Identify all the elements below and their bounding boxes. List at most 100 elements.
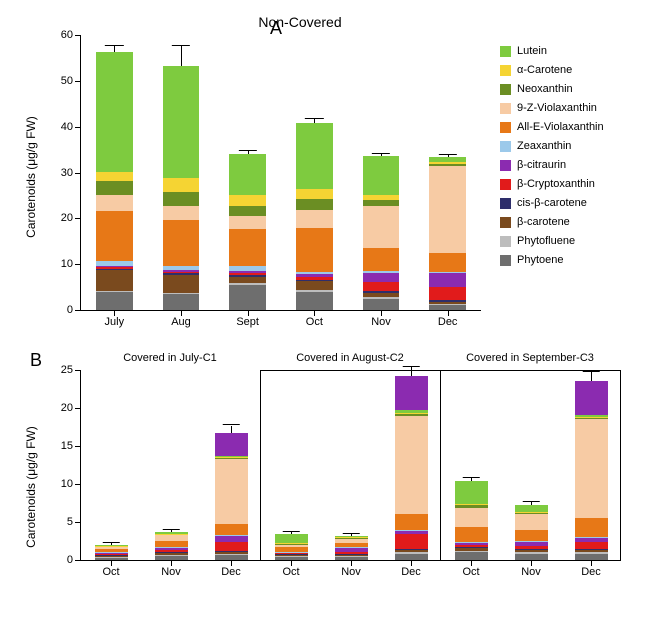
bar-segment [296,189,333,198]
bar-segment [96,181,133,195]
x-tick-label: Oct [462,566,479,578]
panel-a: A Non-Covered Carotenoids (μg/g FW) 0102… [10,10,638,340]
legend-label: 9-Z-Violaxanthin [517,102,597,114]
bar-segment [575,538,608,542]
bar-segment [515,550,548,552]
bar-segment [275,534,308,543]
bar-segment [96,261,133,266]
bar-segment [429,305,466,310]
bar-segment [275,552,308,553]
legend-label: Phytoene [517,254,563,266]
subplot-area: OctNovDec [440,370,621,561]
bar-segment [395,413,428,414]
y-tick-label: 60 [61,29,73,41]
bar-segment [215,552,248,554]
bar-segment [229,154,266,195]
bar-segment [296,277,333,280]
legend-item: Lutein [500,45,604,57]
bar-segment [96,270,133,291]
bar-segment [96,267,133,269]
legend-swatch [500,103,511,114]
legend-swatch [500,65,511,76]
bar-segment [455,505,488,507]
stacked-bar [335,536,368,560]
bar-segment [215,524,248,535]
y-tick-label: 0 [67,554,73,566]
bar-segment [163,192,200,206]
y-tick-label: 30 [61,167,73,179]
panel-b-label: B [30,350,42,371]
bar-segment [515,552,548,554]
bar-segment [163,272,200,274]
legend-item: 9-Z-Violaxanthin [500,102,604,114]
bar-segment [395,376,428,410]
bar-segment [229,266,266,271]
bar-segment [455,545,488,547]
x-tick-label: Nov [371,316,391,328]
legend-item: All-E-Violaxanthin [500,121,604,133]
bar-segment [215,433,248,456]
bar-segment [95,546,128,549]
bar-segment [455,527,488,542]
bar-segment [515,530,548,541]
x-tick-label: Dec [438,316,458,328]
bar-segment [229,271,266,273]
legend-label: α-Carotene [517,64,572,76]
bar-segment [335,555,368,557]
x-tick-label: Oct [102,566,119,578]
bar-segment [455,504,488,506]
bar-segment [163,178,200,192]
bar-segment [363,156,400,195]
bar-segment [95,557,128,558]
y-tick-label: 5 [67,516,73,528]
bar-segment [515,554,548,560]
legend-item: Zeaxanthin [500,140,604,152]
bar-segment [363,282,400,291]
bar-segment [229,195,266,206]
bar-segment [229,275,266,276]
bar-segment [296,228,333,272]
bar-segment [96,172,133,181]
x-tick-label: Nov [521,566,541,578]
subplot-area: OctNovDec [260,370,441,561]
bar-segment [155,550,188,552]
stacked-bar [575,381,608,560]
x-tick-label: Dec [221,566,241,578]
x-tick-label: Dec [581,566,601,578]
bar-segment [275,555,308,557]
bar-segment [163,266,200,271]
bar-segment [429,166,466,253]
bar-segment [575,554,608,560]
x-tick-label: Aug [171,316,191,328]
bar-segment [575,550,608,552]
bar-segment [429,302,466,304]
bar-segment [395,410,428,413]
bar-segment [363,195,400,200]
bar-segment [163,273,200,274]
bar-segment [96,291,133,292]
bar-segment [575,381,608,415]
bar-segment [395,514,428,529]
bar-segment [363,200,400,207]
legend: Lutein α-Carotene Neoxanthin 9-Z-Violaxanth… [500,45,604,273]
bar-segment [96,195,133,211]
bar-segment [455,551,488,553]
bar-segment [395,530,428,531]
bar-segment [363,293,400,298]
legend-item: Neoxanthin [500,83,604,95]
bar-segment [455,552,488,560]
subplot-area: 0510152025OctNovDec [80,370,261,561]
bar-segment [335,547,368,552]
bar-segment [96,269,133,270]
bar-segment [215,555,248,560]
bar-segment [296,292,333,310]
bar-segment [575,419,608,518]
stacked-bar [275,534,308,560]
bar-segment [275,557,308,560]
legend-item: β-citraurin [500,159,604,171]
legend-label: β-carotene [517,216,570,228]
bar-segment [96,211,133,261]
legend-label: cis-β-carotene [517,197,587,209]
bar-segment [575,542,608,550]
legend-swatch [500,160,511,171]
